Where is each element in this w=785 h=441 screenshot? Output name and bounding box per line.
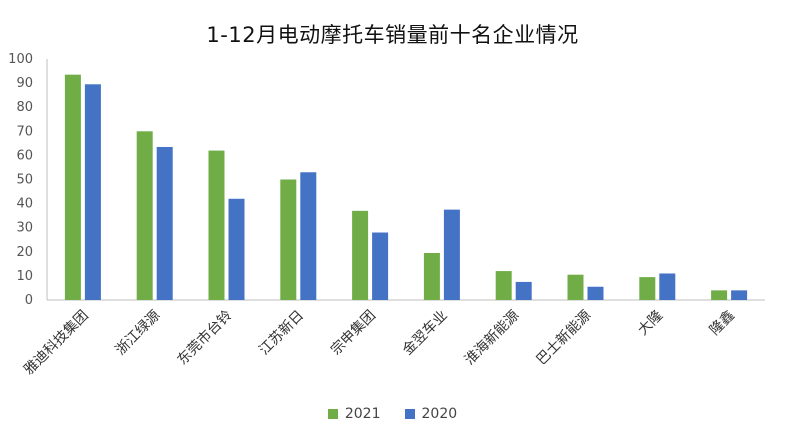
bar-2021-6: [495, 271, 512, 300]
y-tick-label: 40: [16, 197, 33, 212]
y-tick-label: 0: [25, 293, 33, 308]
x-tick-label: 东莞市台铃: [174, 307, 236, 369]
x-tick-label: 巴士新能源: [534, 308, 595, 369]
bar-2020-2: [228, 198, 245, 300]
bar-2020-5: [443, 209, 460, 300]
y-tick-label: 70: [16, 124, 33, 139]
legend-label-2021: 2021: [344, 406, 381, 422]
x-tick-label: 大隆: [635, 308, 666, 339]
chart-title: 1-12月电动摩托车销量前十名企业情况: [206, 23, 579, 47]
bar-2021-7: [567, 274, 584, 300]
y-tick-label: 20: [16, 245, 33, 260]
bar-2021-8: [639, 277, 656, 300]
legend-swatch-2020: [404, 409, 415, 419]
x-tick-label: 雅迪科技集团: [20, 307, 91, 378]
legend-swatch-2021: [327, 409, 338, 419]
bar-2020-7: [587, 286, 604, 300]
bar-2021-1: [136, 131, 153, 300]
x-tick-label: 金翌车业: [399, 307, 451, 359]
bar-2021-5: [423, 253, 440, 300]
x-tick-label: 隆鑫: [706, 307, 738, 339]
y-tick-label: 30: [16, 221, 33, 236]
y-tick-label: 60: [16, 148, 33, 163]
x-tick-label: 宗申集团: [327, 307, 379, 359]
y-tick-label: 50: [16, 173, 33, 188]
x-tick-label: 浙江绿源: [113, 308, 164, 359]
y-tick-label: 90: [16, 76, 33, 91]
bar-2021-9: [711, 290, 728, 300]
x-tick-label: 淮海新能源: [462, 308, 523, 369]
bar-2021-2: [208, 150, 225, 300]
x-tick-label: 江苏新日: [256, 308, 307, 359]
y-tick-label: 100: [8, 52, 33, 67]
bar-2020-9: [731, 290, 748, 300]
y-tick-label: 10: [16, 269, 33, 284]
bar-2021-0: [64, 74, 81, 300]
bar-2020-6: [515, 281, 532, 300]
legend: 2021 2020: [0, 406, 785, 422]
bar-2020-0: [84, 84, 101, 301]
y-tick-label: 80: [16, 100, 33, 115]
legend-label-2020: 2020: [421, 406, 458, 422]
bar-2021-3: [280, 179, 297, 300]
bar-2020-4: [372, 232, 389, 300]
bar-2020-3: [300, 172, 317, 300]
legend-item-2021: 2021: [327, 406, 381, 422]
bar-2020-8: [659, 273, 676, 300]
bar-2020-1: [156, 146, 173, 300]
legend-item-2020: 2020: [404, 406, 458, 422]
bar-2021-4: [352, 210, 369, 300]
